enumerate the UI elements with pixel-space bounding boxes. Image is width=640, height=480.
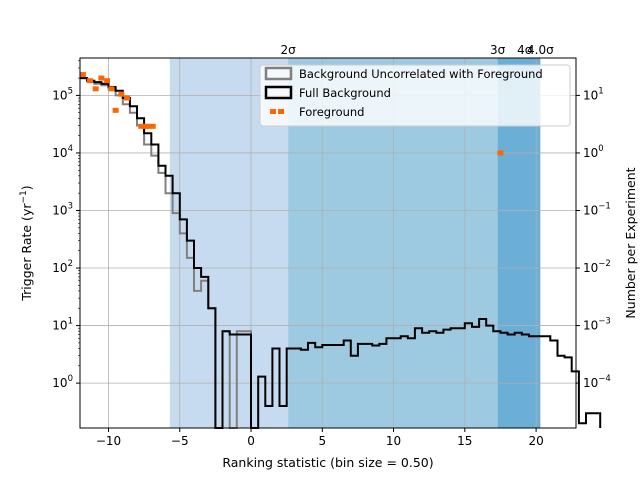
foreground-marker xyxy=(98,75,105,81)
y2-tick-label: 10−2 xyxy=(583,259,611,275)
foreground-marker xyxy=(104,78,111,84)
y2-axis-ticks: 10−4 10−3 10−2 10−1 100 101 xyxy=(576,86,611,390)
y-axis-ticks: 100 101 102 103 104 105 xyxy=(52,60,80,390)
y2-tick-label: 100 xyxy=(583,144,604,160)
x-tick-label: −10 xyxy=(96,434,121,448)
legend-swatch-full xyxy=(264,85,293,100)
legend-marker-foreground xyxy=(270,109,276,114)
legend-box xyxy=(259,64,571,127)
foreground-marker xyxy=(86,78,93,84)
y2-tick-label: 10−1 xyxy=(583,201,611,217)
foreground-marker xyxy=(497,150,504,156)
legend-swatch-uncorrelated xyxy=(264,66,293,81)
series-full-background xyxy=(80,77,602,429)
foreground-marker xyxy=(149,123,156,129)
y-tick-label: 101 xyxy=(52,317,73,333)
series-layer xyxy=(79,72,602,429)
x-tick-label: 20 xyxy=(528,434,543,448)
x-axis-ticks: −10 −5 0 5 10 15 20 xyxy=(96,428,544,448)
foreground-marker xyxy=(138,123,145,129)
sigma-labels: 2σ 3σ 4σ4.0σ xyxy=(280,43,554,57)
x-tick-label: 15 xyxy=(457,434,472,448)
y-axis-label: Trigger Rate (yr−1) xyxy=(19,185,34,301)
foreground-marker xyxy=(108,86,115,92)
y2-tick-label: 10−4 xyxy=(583,374,611,390)
foreground-marker xyxy=(112,107,119,113)
sigma-label: 3σ xyxy=(490,43,506,57)
foreground-marker xyxy=(79,72,86,78)
y2-axis-label: Number per Experiment xyxy=(623,167,638,318)
y-tick-label: 100 xyxy=(52,374,73,390)
y-tick-label: 103 xyxy=(52,201,73,217)
legend-label-uncorrelated: Background Uncorrelated with Foreground xyxy=(299,67,543,81)
foreground-marker xyxy=(118,91,125,97)
foreground-marker xyxy=(145,123,152,129)
x-tick-label: 5 xyxy=(318,434,326,448)
sigma-label: 4.0σ xyxy=(527,43,554,57)
y-tick-label: 102 xyxy=(52,259,73,275)
y2-tick-label: 101 xyxy=(583,86,604,102)
legend-label-full: Full Background xyxy=(299,86,391,100)
foreground-marker xyxy=(92,86,99,92)
sigma-label: 4σ xyxy=(517,43,533,57)
x-tick-label: −5 xyxy=(171,434,189,448)
y-tick-label: 105 xyxy=(52,86,73,102)
legend-marker-foreground xyxy=(278,109,284,114)
y2-tick-label: 10−3 xyxy=(583,317,611,333)
legend: Background Uncorrelated with Foreground … xyxy=(259,64,571,127)
x-axis-label: Ranking statistic (bin size = 0.50) xyxy=(222,455,433,470)
y-tick-label: 104 xyxy=(52,144,73,160)
plot-frame xyxy=(79,57,577,429)
foreground-marker xyxy=(124,95,131,101)
x-tick-label: 10 xyxy=(386,434,401,448)
legend-label-foreground: Foreground xyxy=(299,105,364,119)
x-tick-label: 0 xyxy=(247,434,255,448)
sigma-label: 2σ xyxy=(280,43,296,57)
